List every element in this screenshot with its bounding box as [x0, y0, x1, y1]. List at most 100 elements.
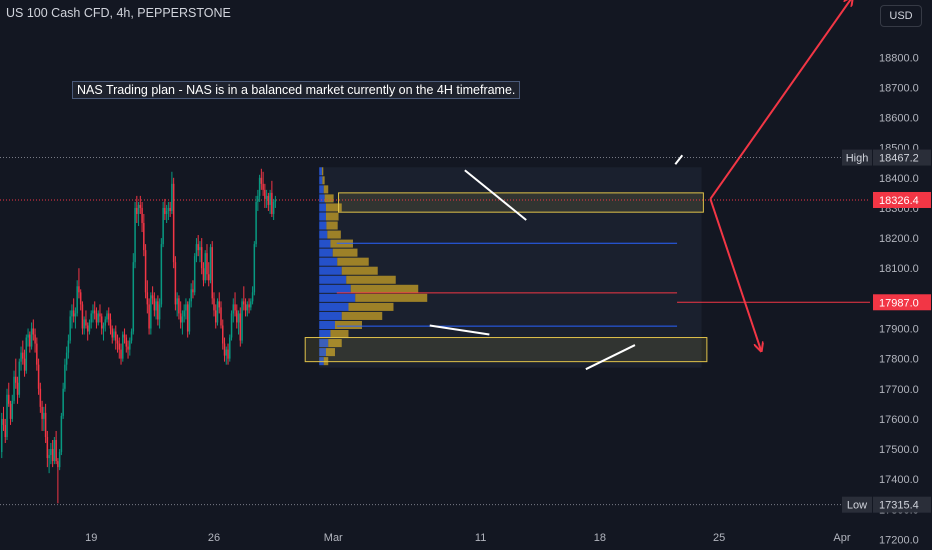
y-tick-label: 17200.0	[879, 534, 919, 546]
candle-body	[79, 292, 82, 305]
candle-body	[200, 247, 203, 269]
candle-body	[104, 319, 106, 326]
price-tag-value: 18326.4	[879, 195, 919, 207]
candle-body	[64, 364, 66, 389]
candle-body	[216, 301, 219, 323]
candle-body	[108, 313, 110, 320]
candle-body	[106, 313, 108, 320]
candle-body	[39, 388, 42, 407]
candle-body	[9, 403, 12, 419]
candle-body	[46, 436, 49, 459]
candle-body	[13, 376, 15, 401]
currency-button[interactable]: USD	[880, 5, 922, 27]
candle-body	[155, 301, 157, 311]
volume-bar-up	[319, 203, 326, 212]
y-tick-label: 18600.0	[879, 113, 919, 125]
candle-body	[206, 253, 208, 275]
volume-bar-up	[319, 330, 331, 339]
candle-body	[86, 325, 89, 332]
candle-body	[158, 304, 161, 320]
candle-body	[88, 322, 91, 332]
volume-bar-down	[334, 320, 362, 329]
candle-body	[237, 313, 240, 323]
y-tick-label: 17800.0	[879, 354, 919, 366]
candle-body	[25, 337, 28, 371]
candle-body	[220, 307, 222, 326]
candle-body	[148, 304, 150, 329]
candle-body	[185, 304, 187, 311]
candle-body	[195, 244, 198, 257]
candle-body	[130, 331, 133, 341]
candle-body	[134, 207, 136, 263]
candle-body	[93, 310, 96, 314]
candle-body	[267, 195, 270, 205]
volume-bar-down	[337, 257, 369, 266]
candle-body	[78, 286, 80, 293]
x-tick-label: 11	[475, 532, 486, 544]
trading-plan-note[interactable]: NAS Trading plan - NAS is in a balanced …	[72, 81, 521, 99]
candle-body	[229, 337, 231, 359]
candle-body	[204, 253, 206, 281]
candle-body	[97, 313, 99, 323]
candle-body	[83, 319, 85, 329]
price-tag-label-bg	[842, 496, 872, 513]
candle-body	[27, 334, 29, 338]
candle-body	[29, 334, 31, 347]
candle-body	[41, 406, 43, 419]
candle-body	[190, 289, 192, 302]
candle-body	[274, 200, 277, 202]
candle-body	[188, 301, 191, 332]
candle-body	[100, 316, 103, 329]
candle-body	[60, 415, 63, 453]
price-tag-bg	[873, 191, 931, 208]
symbol-title[interactable]: US 100 Cash CFD, 4h, PEPPERSTONE	[6, 6, 231, 20]
volume-bar-up	[319, 302, 349, 311]
x-tick-label: 25	[713, 532, 725, 544]
x-tick-label: 26	[208, 532, 220, 544]
volume-bar-down	[355, 293, 428, 302]
price-tag-value: 17315.4	[879, 500, 919, 512]
candle-body	[211, 247, 213, 299]
volume-bar-up	[319, 311, 342, 320]
candle-body	[71, 310, 73, 317]
candle-body	[44, 412, 47, 437]
candle-body	[169, 207, 171, 211]
volume-bar-up	[319, 275, 347, 284]
candle-body	[57, 461, 59, 468]
candle-body	[264, 189, 266, 199]
candle-body	[55, 440, 57, 462]
candle-body	[141, 207, 143, 224]
candle-body	[243, 301, 245, 305]
candle-body	[15, 376, 17, 383]
candle-body	[214, 310, 217, 323]
candle-body	[81, 304, 84, 329]
balance-area	[319, 167, 702, 368]
candle-body	[272, 201, 275, 214]
volume-bar-up	[319, 230, 328, 239]
candle-body	[11, 400, 14, 419]
candle-body	[146, 292, 149, 305]
volume-bar-down	[325, 212, 339, 221]
candle-body	[76, 286, 78, 314]
candle-body	[6, 394, 8, 437]
price-axis	[870, 0, 932, 550]
candle-body	[199, 247, 201, 251]
trend-line	[585, 344, 636, 371]
candle-body	[234, 304, 236, 311]
price-tag-value: 17987.0	[879, 297, 919, 309]
volume-bar-down	[325, 348, 335, 357]
volume-bar-up	[319, 339, 329, 348]
candle-body	[258, 177, 261, 196]
candle-body	[236, 310, 238, 323]
volume-bar-down	[350, 284, 419, 293]
candle-body	[67, 340, 70, 353]
candle-body	[120, 349, 122, 359]
candle-body	[225, 349, 228, 356]
candle-body	[85, 319, 87, 326]
candle-body	[8, 394, 10, 404]
y-tick-label: 18200.0	[879, 233, 919, 245]
volume-bar-down	[321, 167, 324, 176]
volume-bar-up	[319, 176, 323, 185]
candle-body	[265, 195, 268, 199]
